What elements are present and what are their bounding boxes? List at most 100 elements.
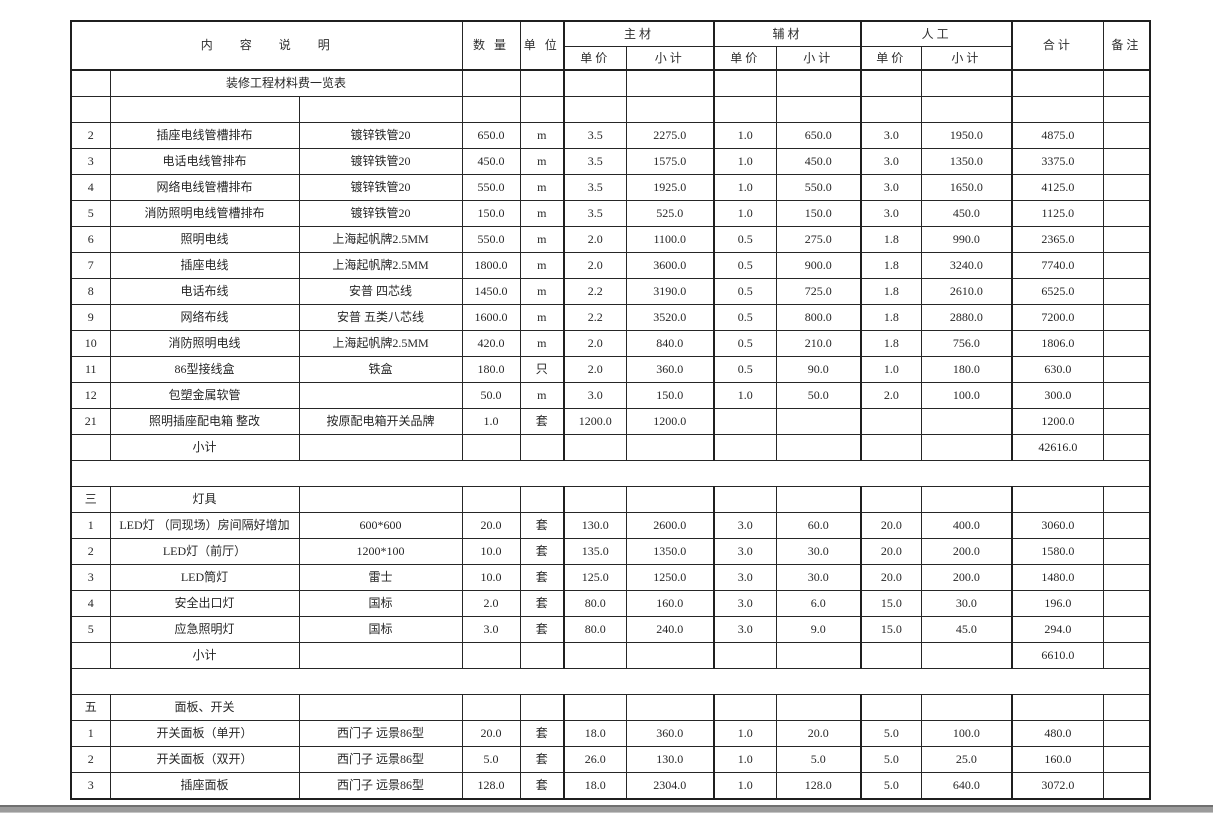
spec-cell[interactable]: 西门子 远景86型 [298,746,463,773]
labor-subtotal-cell[interactable]: 200.0 [920,538,1013,565]
labor-unit-price-cell[interactable]: 1.8 [860,226,922,253]
aux-unit-price-cell[interactable]: 1.0 [713,200,777,227]
qty-cell[interactable]: 5.0 [461,746,521,773]
item-name-cell[interactable] [109,96,300,123]
unit-cell[interactable]: m [519,200,565,227]
item-name-cell[interactable]: 消防照明电线 [109,330,300,357]
aux-subtotal-cell[interactable] [775,408,862,435]
aux-subtotal-cell[interactable]: 50.0 [775,382,862,409]
row-number-cell[interactable]: 21 [70,408,111,435]
aux-unit-price-cell[interactable]: 0.5 [713,356,777,383]
unit-cell[interactable]: 套 [519,590,565,617]
item-name-cell[interactable]: LED灯 （同现场）房间隔好增加 [109,512,300,539]
spec-cell[interactable] [298,642,463,669]
item-name-cell[interactable]: 开关面板（双开） [109,746,300,773]
remark-cell[interactable] [1102,512,1151,539]
total-cell[interactable]: 4875.0 [1011,122,1104,149]
qty-cell[interactable]: 2.0 [461,590,521,617]
remark-cell[interactable] [1102,278,1151,305]
remark-cell[interactable] [1102,746,1151,773]
aux-subtotal-cell[interactable]: 128.0 [775,772,862,800]
labor-subtotal-cell[interactable] [920,642,1013,669]
unit-cell[interactable]: 套 [519,538,565,565]
aux-subtotal-cell[interactable]: 550.0 [775,174,862,201]
remark-cell[interactable] [1102,538,1151,565]
spec-cell[interactable]: 安普 五类八芯线 [298,304,463,331]
labor-subtotal-cell[interactable]: 3240.0 [920,252,1013,279]
labor-unit-price-cell[interactable]: 5.0 [860,746,922,773]
qty-cell[interactable] [461,434,521,461]
aux-subtotal-cell[interactable] [775,642,862,669]
remark-cell[interactable] [1102,200,1151,227]
aux-subtotal-cell[interactable]: 150.0 [775,200,862,227]
unit-cell[interactable]: m [519,304,565,331]
qty-cell[interactable]: 1800.0 [461,252,521,279]
aux-unit-price-cell[interactable] [713,69,777,97]
aux-subtotal-cell[interactable]: 800.0 [775,304,862,331]
aux-unit-price-cell[interactable]: 0.5 [713,330,777,357]
spec-cell[interactable] [298,382,463,409]
labor-subtotal-cell[interactable] [920,96,1013,123]
labor-unit-price-cell[interactable]: 2.0 [860,382,922,409]
row-number-cell[interactable]: 12 [70,382,111,409]
labor-subtotal-cell[interactable]: 100.0 [920,382,1013,409]
main-subtotal-cell[interactable]: 840.0 [625,330,715,357]
main-unit-price-cell[interactable]: 26.0 [563,746,627,773]
sheet-title-cell[interactable]: 装修工程材料费一览表 [109,69,463,97]
header-labor-unit-price[interactable]: 单价 [860,46,922,71]
item-name-cell[interactable]: 网络布线 [109,304,300,331]
row-number-cell[interactable]: 5 [70,200,111,227]
item-name-cell[interactable]: 小计 [109,434,300,461]
labor-subtotal-cell[interactable]: 2610.0 [920,278,1013,305]
spec-cell[interactable]: 镀锌铁管20 [298,200,463,227]
spec-cell[interactable]: 镀锌铁管20 [298,174,463,201]
main-unit-price-cell[interactable]: 2.0 [563,252,627,279]
row-number-cell[interactable]: 3 [70,772,111,800]
remark-cell[interactable] [1102,590,1151,617]
total-cell[interactable] [1011,69,1104,97]
unit-cell[interactable]: m [519,148,565,175]
header-main-subtotal[interactable]: 小计 [625,46,715,71]
labor-subtotal-cell[interactable]: 100.0 [920,720,1013,747]
aux-unit-price-cell[interactable]: 1.0 [713,148,777,175]
labor-subtotal-cell[interactable] [920,486,1013,513]
main-subtotal-cell[interactable]: 3190.0 [625,278,715,305]
spec-cell[interactable] [298,694,463,721]
main-unit-price-cell[interactable]: 125.0 [563,564,627,591]
remark-cell[interactable] [1102,356,1151,383]
aux-unit-price-cell[interactable]: 3.0 [713,538,777,565]
unit-cell[interactable] [519,642,565,669]
row-number-cell[interactable]: 1 [70,720,111,747]
aux-unit-price-cell[interactable]: 3.0 [713,616,777,643]
header-labor-subtotal[interactable]: 小计 [920,46,1013,71]
main-subtotal-cell[interactable] [625,96,715,123]
main-subtotal-cell[interactable]: 1250.0 [625,564,715,591]
item-name-cell[interactable]: 应急照明灯 [109,616,300,643]
remark-cell[interactable] [1102,616,1151,643]
total-cell[interactable]: 2365.0 [1011,226,1104,253]
total-cell[interactable]: 6525.0 [1011,278,1104,305]
aux-unit-price-cell[interactable]: 1.0 [713,174,777,201]
labor-subtotal-cell[interactable] [920,434,1013,461]
total-cell[interactable]: 294.0 [1011,616,1104,643]
item-name-cell[interactable]: 小计 [109,642,300,669]
remark-cell[interactable] [1102,694,1151,721]
aux-unit-price-cell[interactable]: 3.0 [713,512,777,539]
spec-cell[interactable]: 雷士 [298,564,463,591]
main-unit-price-cell[interactable]: 80.0 [563,616,627,643]
row-number-cell[interactable] [70,96,111,123]
main-subtotal-cell[interactable]: 240.0 [625,616,715,643]
qty-cell[interactable]: 420.0 [461,330,521,357]
aux-unit-price-cell[interactable]: 1.0 [713,746,777,773]
labor-unit-price-cell[interactable]: 20.0 [860,538,922,565]
main-unit-price-cell[interactable]: 2.2 [563,278,627,305]
unit-cell[interactable]: 套 [519,772,565,800]
spec-cell[interactable]: 安普 四芯线 [298,278,463,305]
spec-cell[interactable]: 国标 [298,590,463,617]
item-name-cell[interactable]: 包塑金属软管 [109,382,300,409]
total-cell[interactable]: 196.0 [1011,590,1104,617]
remark-cell[interactable] [1102,642,1151,669]
header-remark[interactable]: 备注 [1102,20,1151,71]
unit-cell[interactable]: m [519,226,565,253]
aux-unit-price-cell[interactable] [713,408,777,435]
